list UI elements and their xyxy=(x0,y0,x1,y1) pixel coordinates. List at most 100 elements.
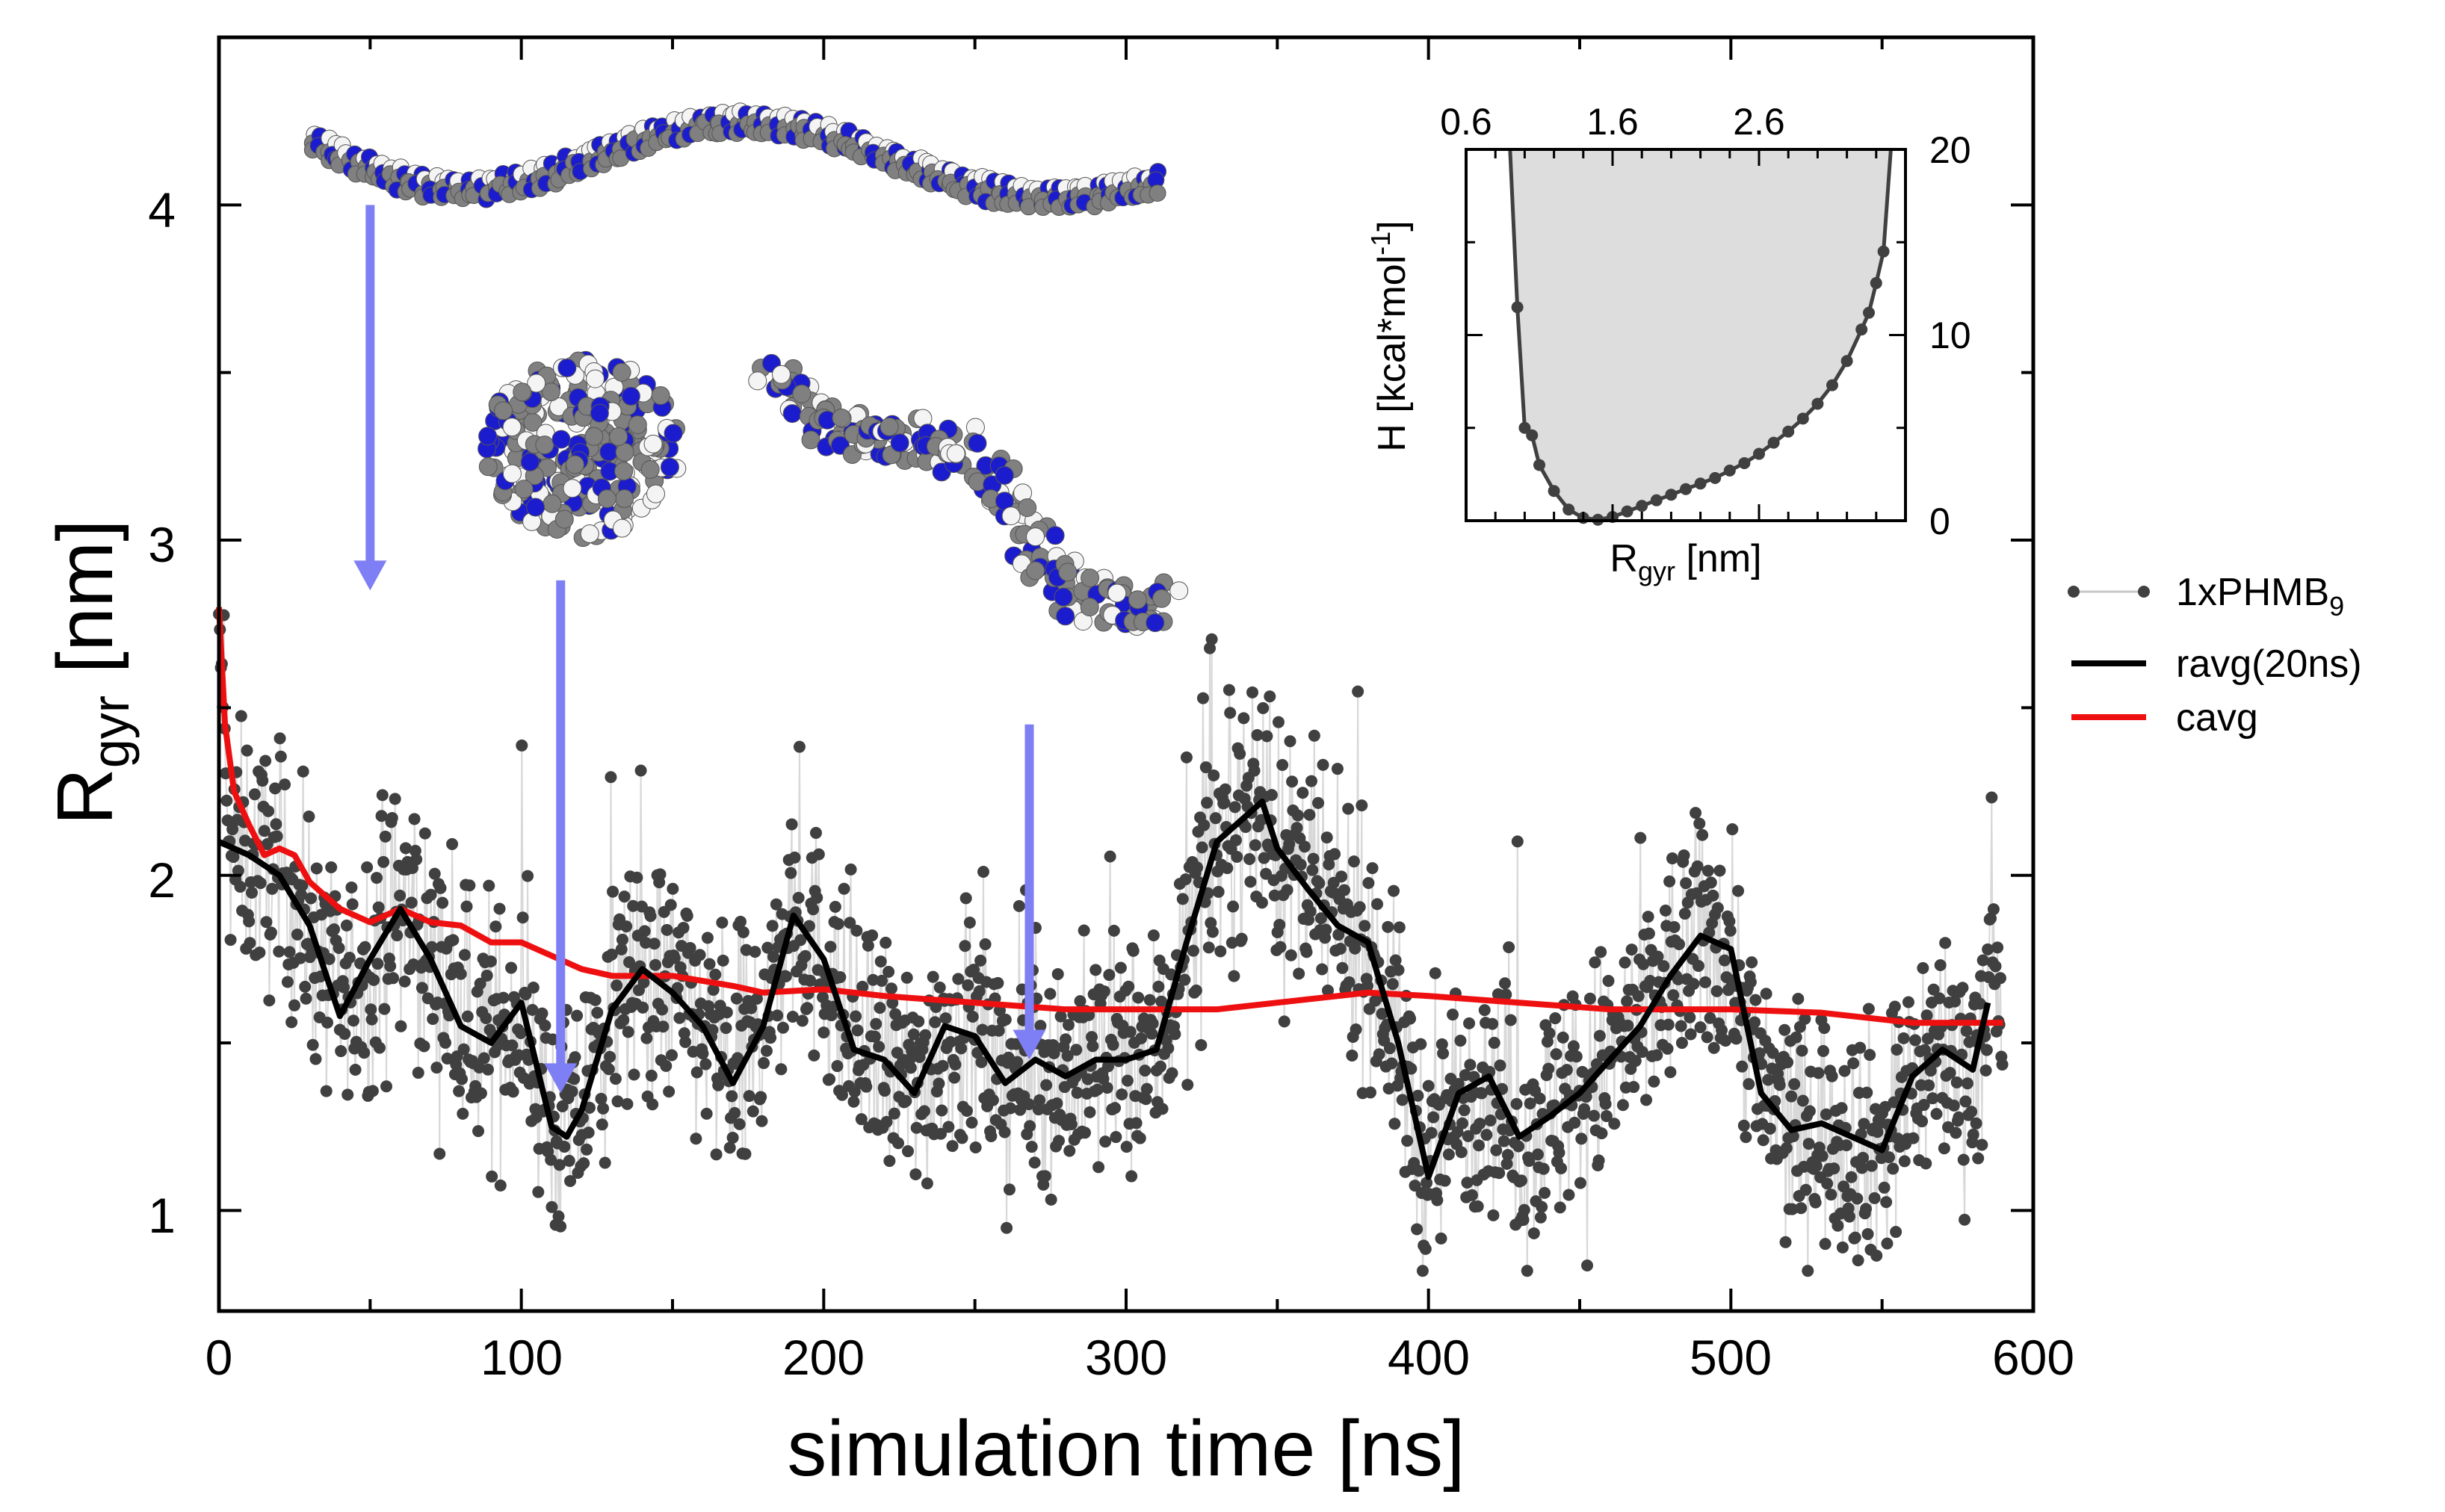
raw-trace-segment xyxy=(1355,910,1358,1030)
raw-trace-segment xyxy=(791,946,795,1017)
raw-point xyxy=(1283,837,1296,850)
legend-raw-marker xyxy=(2138,586,2150,598)
raw-point xyxy=(660,1059,673,1072)
raw-point xyxy=(232,864,244,877)
inset-x-axis-title: Rgyr [nm] xyxy=(1610,537,1761,586)
raw-point xyxy=(1422,1079,1435,1092)
raw-point xyxy=(1276,759,1289,772)
raw-point xyxy=(1074,995,1087,1008)
raw-point xyxy=(333,941,345,954)
inset-x-tick-labels: 0.6 1.6 2.6 xyxy=(1440,101,1785,143)
raw-point xyxy=(1488,1036,1500,1049)
raw-point xyxy=(475,1087,487,1100)
raw-point xyxy=(366,1085,379,1097)
y-tick-labels: 1 2 3 4 xyxy=(148,182,176,1243)
raw-point xyxy=(868,1030,881,1043)
molecule-atom xyxy=(1149,185,1166,202)
raw-point xyxy=(1166,1067,1178,1079)
molecule-atom xyxy=(615,489,634,509)
raw-point xyxy=(1578,1103,1591,1115)
raw-point xyxy=(1888,1096,1900,1109)
raw-point xyxy=(457,1043,470,1056)
raw-point xyxy=(1920,1157,1932,1170)
raw-point xyxy=(1820,1108,1832,1121)
raw-point xyxy=(1086,1031,1098,1044)
raw-trace-segment xyxy=(1630,949,1633,990)
raw-point xyxy=(1976,954,1989,967)
raw-trace-segment xyxy=(794,857,797,913)
raw-point xyxy=(974,954,987,967)
molecule-atom xyxy=(541,382,560,402)
raw-point xyxy=(1521,1265,1533,1277)
raw-point xyxy=(1818,1022,1831,1035)
molecule-atom xyxy=(478,457,498,477)
raw-point xyxy=(1861,1227,1874,1240)
raw-point xyxy=(235,710,247,722)
molecule-atom xyxy=(580,524,599,544)
legend-cavg-label: cavg xyxy=(2176,696,2258,740)
raw-point xyxy=(1234,748,1246,760)
raw-point xyxy=(372,901,385,914)
raw-point xyxy=(1554,1201,1566,1214)
raw-point xyxy=(1927,983,1940,996)
raw-point xyxy=(1812,1067,1825,1079)
raw-point xyxy=(1356,799,1368,812)
raw-trace-segment xyxy=(987,1004,990,1095)
raw-point xyxy=(1504,1014,1517,1026)
molecule-atom xyxy=(1056,607,1075,626)
raw-point xyxy=(1447,1008,1459,1021)
raw-point xyxy=(1480,1129,1493,1141)
raw-point xyxy=(1957,1153,1970,1166)
raw-point xyxy=(1051,967,1064,980)
raw-trace-segment xyxy=(1044,1085,1048,1177)
x-tick-label: 600 xyxy=(1992,1330,2074,1385)
raw-point xyxy=(1621,995,1633,1008)
raw-point xyxy=(948,1071,961,1084)
raw-point xyxy=(1280,828,1293,841)
raw-point xyxy=(910,1121,923,1134)
raw-point xyxy=(564,1174,577,1187)
raw-point xyxy=(1146,1027,1158,1040)
molecule-atom xyxy=(563,479,582,498)
raw-point xyxy=(1437,1047,1450,1060)
raw-point xyxy=(939,1012,952,1025)
raw-point xyxy=(1701,864,1714,877)
raw-point xyxy=(1878,1181,1891,1194)
raw-point xyxy=(1926,1092,1939,1105)
raw-point xyxy=(1458,1104,1471,1117)
inset-x-axis-title-base: R xyxy=(1610,537,1638,580)
molecule-atom xyxy=(1058,563,1078,582)
molecule-atom xyxy=(643,434,663,453)
raw-point xyxy=(296,879,309,892)
raw-point xyxy=(966,1010,979,1023)
inset-point xyxy=(1796,412,1809,425)
raw-point xyxy=(1527,1227,1540,1239)
raw-point xyxy=(720,1022,732,1035)
raw-point xyxy=(1078,1127,1091,1139)
raw-point xyxy=(666,1049,679,1062)
raw-point xyxy=(1560,1064,1573,1076)
raw-point xyxy=(269,782,282,795)
raw-point xyxy=(1651,950,1664,963)
raw-point xyxy=(878,1085,891,1097)
raw-point xyxy=(1909,1034,1922,1047)
raw-trace-segment xyxy=(537,1148,540,1192)
raw-point xyxy=(602,1063,615,1076)
raw-point xyxy=(1792,992,1805,1005)
raw-point xyxy=(1304,905,1317,918)
raw-point xyxy=(566,1085,578,1098)
raw-point xyxy=(860,1080,873,1093)
raw-point xyxy=(1487,1209,1500,1221)
raw-point xyxy=(604,1050,616,1063)
raw-point xyxy=(1228,970,1240,982)
raw-point xyxy=(1868,1192,1881,1204)
raw-trace-segment xyxy=(1240,822,1244,939)
raw-point xyxy=(1843,1210,1855,1223)
raw-trace-segment xyxy=(347,997,350,1095)
raw-point xyxy=(1208,769,1220,781)
raw-point xyxy=(497,991,510,1004)
raw-point xyxy=(786,1010,799,1023)
raw-point xyxy=(1989,960,2002,973)
raw-point xyxy=(847,1095,860,1108)
raw-point xyxy=(621,1097,634,1110)
